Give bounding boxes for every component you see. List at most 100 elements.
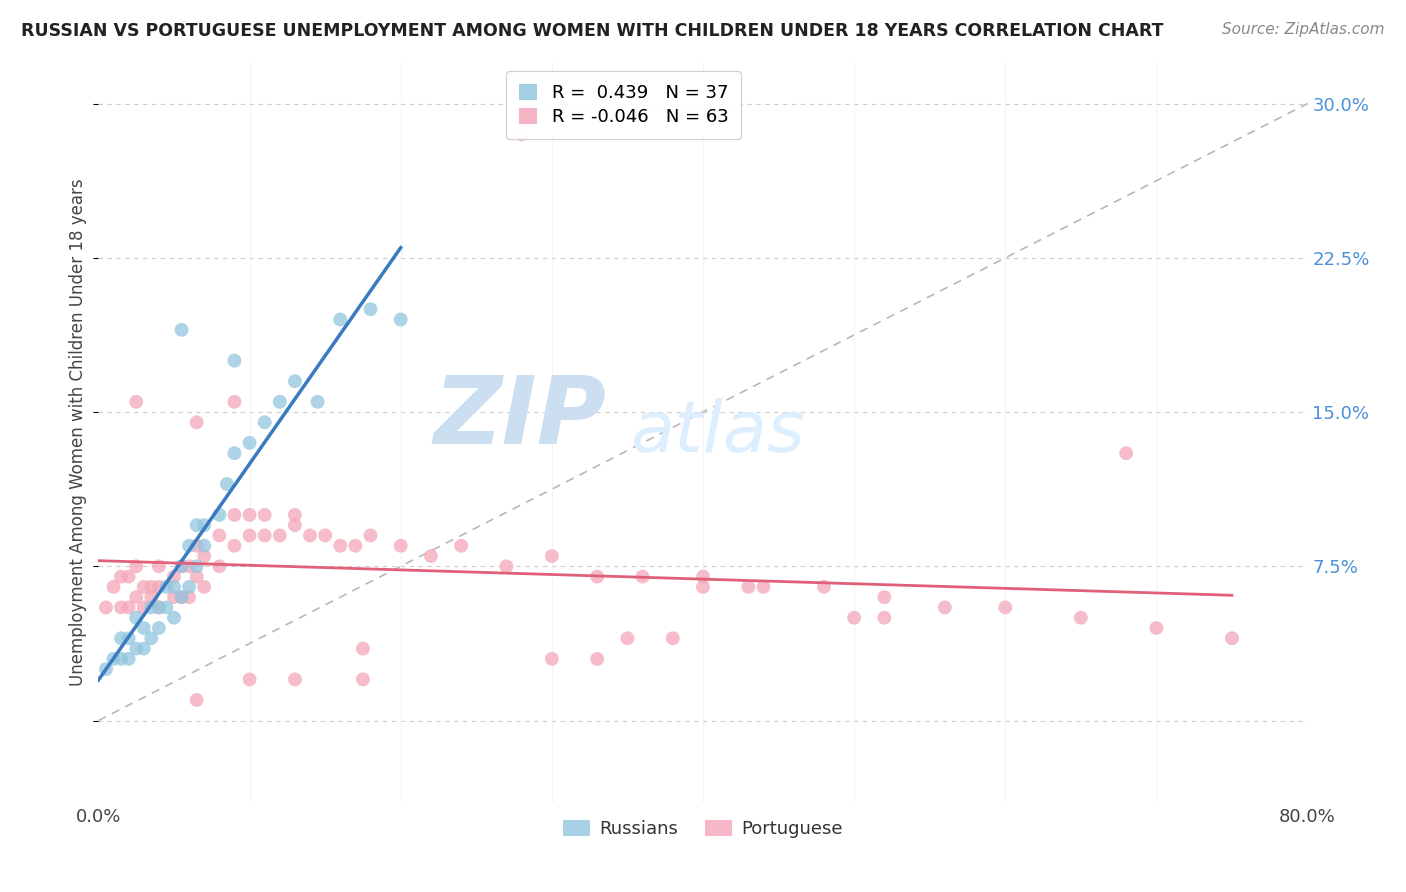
Point — [284, 374, 307, 388]
Point — [132, 621, 155, 635]
Point — [253, 508, 276, 522]
Point — [208, 508, 231, 522]
Point — [661, 632, 683, 646]
Point — [224, 446, 246, 460]
Text: RUSSIAN VS PORTUGUESE UNEMPLOYMENT AMONG WOMEN WITH CHILDREN UNDER 18 YEARS CORR: RUSSIAN VS PORTUGUESE UNEMPLOYMENT AMONG… — [21, 22, 1164, 40]
Point — [208, 528, 231, 542]
Point — [510, 128, 533, 142]
Point — [360, 302, 382, 317]
Point — [118, 600, 141, 615]
Point — [631, 569, 654, 583]
Point — [118, 569, 141, 583]
Point — [163, 611, 186, 625]
Point — [148, 600, 170, 615]
Point — [163, 569, 186, 583]
Point — [844, 611, 866, 625]
Point — [141, 632, 163, 646]
Point — [224, 394, 246, 409]
Point — [224, 353, 246, 368]
Point — [540, 549, 562, 563]
Point — [110, 632, 132, 646]
Point — [179, 559, 201, 574]
Point — [239, 508, 262, 522]
Point — [193, 518, 215, 533]
Point — [186, 518, 208, 533]
Point — [329, 312, 352, 326]
Point — [344, 539, 367, 553]
Point — [186, 415, 208, 429]
Point — [239, 436, 262, 450]
Point — [186, 569, 208, 583]
Point — [284, 508, 307, 522]
Point — [163, 590, 186, 604]
Text: Source: ZipAtlas.com: Source: ZipAtlas.com — [1222, 22, 1385, 37]
Point — [586, 652, 609, 666]
Point — [1115, 446, 1137, 460]
Point — [148, 600, 170, 615]
Point — [148, 580, 170, 594]
Point — [208, 559, 231, 574]
Point — [224, 539, 246, 553]
Point — [389, 312, 412, 326]
Point — [118, 632, 141, 646]
Point — [125, 611, 148, 625]
Point — [94, 662, 117, 676]
Point — [360, 528, 382, 542]
Point — [193, 549, 215, 563]
Point — [148, 559, 170, 574]
Point — [186, 539, 208, 553]
Point — [692, 569, 714, 583]
Point — [307, 394, 329, 409]
Point — [179, 590, 201, 604]
Point — [155, 600, 177, 615]
Point — [125, 559, 148, 574]
Point — [873, 590, 896, 604]
Point — [994, 600, 1017, 615]
Point — [224, 508, 246, 522]
Point — [616, 632, 638, 646]
Point — [299, 528, 322, 542]
Point — [1220, 632, 1243, 646]
Point — [132, 580, 155, 594]
Point — [239, 673, 262, 687]
Point — [495, 559, 517, 574]
Point — [692, 580, 714, 594]
Point — [110, 652, 132, 666]
Text: atlas: atlas — [630, 398, 806, 467]
Point — [141, 600, 163, 615]
Point — [103, 580, 125, 594]
Point — [163, 580, 186, 594]
Point — [186, 693, 208, 707]
Point — [94, 600, 117, 615]
Point — [155, 580, 177, 594]
Point — [170, 590, 193, 604]
Point — [1070, 611, 1092, 625]
Point — [132, 600, 155, 615]
Point — [125, 641, 148, 656]
Point — [269, 394, 291, 409]
Point — [170, 590, 193, 604]
Point — [352, 641, 374, 656]
Point — [179, 580, 201, 594]
Point — [170, 559, 193, 574]
Point — [193, 539, 215, 553]
Point — [148, 621, 170, 635]
Point — [284, 673, 307, 687]
Point — [737, 580, 759, 594]
Point — [253, 415, 276, 429]
Point — [586, 569, 609, 583]
Point — [103, 652, 125, 666]
Point — [420, 549, 443, 563]
Text: ZIP: ZIP — [433, 372, 606, 464]
Point — [110, 600, 132, 615]
Point — [813, 580, 835, 594]
Point — [186, 559, 208, 574]
Point — [125, 394, 148, 409]
Point — [1144, 621, 1167, 635]
Point — [118, 652, 141, 666]
Point — [540, 652, 562, 666]
Point — [110, 569, 132, 583]
Point — [239, 528, 262, 542]
Point — [193, 580, 215, 594]
Point — [141, 590, 163, 604]
